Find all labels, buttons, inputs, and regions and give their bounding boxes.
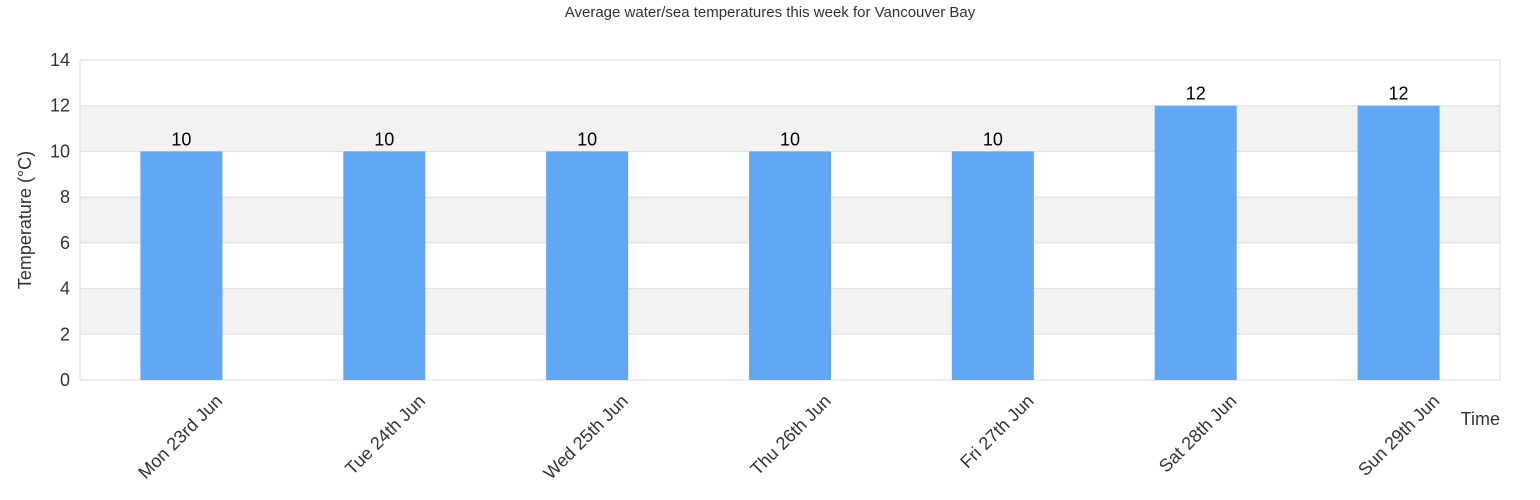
y-tick-label: 14: [50, 50, 70, 70]
y-tick-label: 8: [60, 187, 70, 207]
data-label: 10: [577, 129, 597, 149]
plot-band: [80, 105, 1500, 152]
bar: [749, 151, 831, 380]
data-label: 12: [1186, 84, 1206, 104]
x-axis-title: Time: [1461, 409, 1500, 429]
x-tick-label: Mon 23rd Jun: [134, 391, 226, 483]
x-tick-label: Thu 26th Jun: [746, 391, 834, 479]
data-labels-group: 10 10 10 10 10 12 12: [171, 84, 1408, 150]
x-tick-label: Wed 25th Jun: [540, 391, 632, 483]
x-axis-ticks: Mon 23rd Jun Tue 24th Jun Wed 25th Jun Thu …: [134, 391, 1443, 483]
y-tick-label: 0: [60, 370, 70, 390]
x-tick-label: Sun 29th Jun: [1354, 391, 1443, 480]
bar: [343, 151, 426, 380]
y-tick-label: 4: [60, 279, 70, 299]
y-tick-label: 10: [50, 141, 70, 161]
x-tick-label: Sat 28th Jun: [1155, 391, 1241, 477]
data-label: 10: [374, 129, 394, 149]
y-axis-title: Temperature (°C): [15, 151, 35, 289]
y-tick-label: 2: [60, 324, 70, 344]
y-tick-label: 6: [60, 233, 70, 253]
bar: [951, 151, 1034, 380]
data-label: 10: [780, 129, 800, 149]
x-tick-label: Tue 24th Jun: [341, 391, 429, 479]
data-label: 10: [983, 129, 1003, 149]
bar: [140, 151, 223, 380]
bar: [1154, 105, 1237, 380]
data-label: 12: [1389, 84, 1409, 104]
x-tick-label: Fri 27th Jun: [956, 391, 1037, 472]
chart-title: Average water/sea temperatures this week…: [565, 4, 976, 21]
y-tick-label: 12: [50, 96, 70, 116]
data-label: 10: [171, 129, 191, 149]
y-axis-ticks: 0 2 4 6 8 10 12 14: [50, 50, 70, 390]
bar: [1357, 105, 1440, 380]
plot-band: [80, 60, 1500, 106]
bars-group: [140, 105, 1440, 380]
bar: [546, 151, 629, 380]
